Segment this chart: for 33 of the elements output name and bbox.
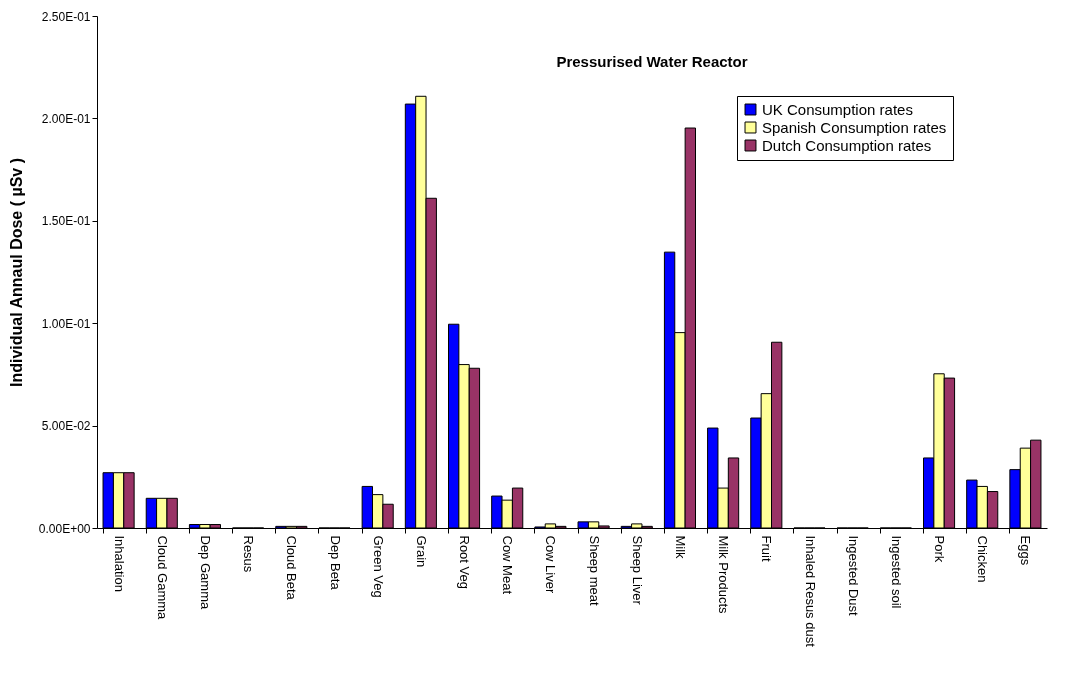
x-tick-label: Inhaled Resus dust — [802, 535, 818, 648]
legend-label: UK Consumption rates — [762, 100, 913, 118]
x-tick-label: Pork — [932, 535, 948, 563]
x-tick-label: Milk — [672, 535, 688, 560]
legend-label: Spanish Consumption rates — [762, 118, 947, 136]
x-tick-label: Dep Beta — [327, 535, 343, 591]
x-tick-label: Sheep Liver — [629, 535, 645, 606]
x-tick-label: Grain — [413, 535, 429, 568]
y-tick-label: 1.50E-01 — [41, 214, 91, 229]
x-tick-label: Ingested soil — [888, 535, 904, 609]
x-tick-label: Inhalation — [111, 535, 127, 592]
text: Pressurised Water Reactor — [556, 53, 748, 70]
y-axis-title: Individual Annaul Dose ( µSv ) — [7, 157, 25, 388]
x-tick-label: Green Veg — [370, 535, 386, 598]
x-tick-label: Cloud Beta — [284, 535, 300, 601]
y-tick-label: 2.00E-01 — [41, 111, 91, 126]
x-tick-label: Eggs — [1018, 535, 1034, 566]
x-tick-label: Ingested Dust — [845, 535, 861, 617]
x-tick-label: Chicken — [975, 535, 991, 583]
y-tick-label: 1.00E-01 — [41, 316, 91, 331]
x-tick-label: Cloud Gamma — [154, 535, 170, 621]
x-tick-label: Dep Gamma — [197, 535, 213, 610]
legend-label: Dutch Consumption rates — [762, 136, 932, 154]
x-tick-label: Resus — [241, 535, 257, 573]
y-tick-label: 2.50E-01 — [41, 9, 91, 24]
x-tick-label: Fruit — [759, 535, 775, 562]
x-tick-label: Root Veg — [457, 535, 473, 589]
x-tick-label: Milk Products — [716, 535, 732, 615]
x-tick-label: Cow Liver — [543, 535, 559, 594]
x-tick-label: Sheep meat — [586, 535, 602, 606]
y-tick-label: 0.00E+00 — [38, 521, 91, 536]
y-tick-label: 5.00E-02 — [41, 419, 91, 434]
x-tick-label: Cow Meat — [500, 535, 516, 595]
